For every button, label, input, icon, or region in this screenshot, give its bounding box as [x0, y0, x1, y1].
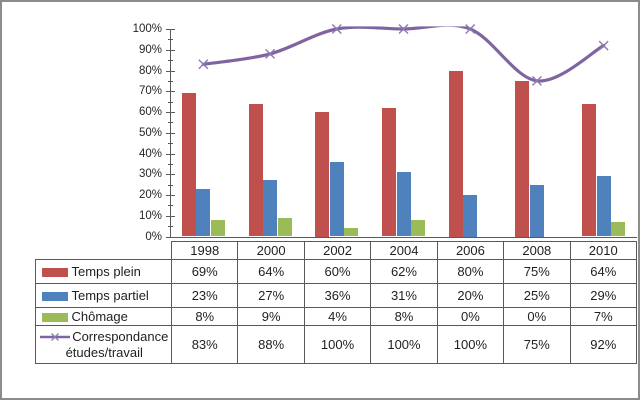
bar-temps-partiel-2006 — [463, 195, 478, 237]
bar-temps-plein-2006 — [448, 70, 463, 237]
legend-swatch — [41, 291, 68, 301]
value-cell: 100% — [303, 325, 372, 364]
value-cell: 69% — [170, 259, 239, 284]
bar-temps-partiel-1998 — [196, 188, 211, 237]
series-label-cell: Correspondance études/travail — [34, 325, 172, 364]
value-cell: 92% — [569, 325, 638, 364]
value-cell: 23% — [170, 283, 239, 308]
bar-ch-mage-2010 — [611, 221, 626, 237]
value-cell: 100% — [436, 325, 505, 364]
year-header-2010: 2010 — [569, 241, 638, 260]
bar-temps-partiel-2008 — [529, 184, 544, 237]
series-name: Correspondance études/travail — [65, 328, 169, 360]
bar-temps-plein-2000 — [248, 103, 263, 237]
value-cell: 20% — [436, 283, 505, 308]
bar-ch-mage-2002 — [344, 228, 359, 237]
year-header-2006: 2006 — [436, 241, 505, 260]
value-cell: 80% — [436, 259, 505, 284]
table-corner-blank — [35, 242, 172, 260]
bar-temps-partiel-2004 — [396, 172, 411, 237]
value-cell: 75% — [503, 325, 571, 364]
value-cell: 31% — [370, 283, 438, 308]
y-tick-label: 40% — [138, 147, 162, 160]
value-cell: 27% — [237, 283, 305, 308]
y-tick-label: 70% — [138, 85, 162, 98]
bar-temps-plein-2008 — [515, 80, 530, 237]
series-name: Temps plein — [71, 263, 141, 279]
bar-temps-plein-2002 — [315, 112, 330, 237]
table-row: Correspondance études/travail 83% 88% 100% 1… — [34, 325, 638, 364]
value-cell: 0% — [436, 307, 505, 326]
value-cell: 100% — [370, 325, 438, 364]
plot-area — [170, 24, 637, 237]
bar-ch-mage-2004 — [411, 219, 426, 237]
table-row: Temps plein 69% 64% 60% 62% 80% 75% 64% — [34, 259, 638, 284]
year-header-2004: 2004 — [370, 241, 438, 260]
x-axis-line — [170, 236, 637, 238]
y-axis-line — [170, 29, 171, 238]
year-header-2000: 2000 — [237, 241, 305, 260]
value-cell: 62% — [370, 259, 438, 284]
value-cell: 9% — [237, 307, 305, 326]
value-cell: 64% — [237, 259, 305, 284]
line-markers-x — [198, 24, 609, 86]
legend-line-key — [40, 332, 71, 341]
y-tick-label: 10% — [138, 209, 162, 222]
bar-series-group — [170, 29, 637, 237]
y-tick-label: 0% — [145, 230, 162, 243]
bar-temps-plein-2004 — [381, 107, 396, 237]
value-cell: 7% — [569, 307, 638, 326]
value-cell: 75% — [503, 259, 571, 284]
year-header-2002: 2002 — [303, 241, 372, 260]
year-header-2008: 2008 — [503, 241, 571, 260]
value-cell: 0% — [503, 307, 571, 326]
y-tick-label: 60% — [138, 106, 162, 118]
series-name: Chômage — [71, 308, 128, 324]
series-label-cell: Temps plein — [34, 259, 172, 284]
value-cell: 83% — [170, 325, 239, 364]
y-tick-label: 100% — [132, 23, 162, 35]
value-cell: 8% — [370, 307, 438, 326]
bar-temps-partiel-2002 — [329, 161, 344, 237]
y-tick-label: 80% — [138, 64, 162, 77]
y-tick-label: 30% — [138, 168, 162, 181]
legend-swatch — [41, 312, 68, 322]
bar-temps-plein-1998 — [181, 93, 196, 237]
series-label-cell: Temps partiel — [34, 283, 172, 308]
bar-ch-mage-2000 — [277, 217, 292, 237]
value-cell: 29% — [569, 283, 638, 308]
line-path-correspondance — [201, 26, 606, 83]
table-row: Temps partiel 23% 27% 36% 31% 20% 25% 29% — [34, 283, 638, 308]
line-series — [198, 24, 609, 86]
y-tick-label: 50% — [138, 126, 162, 139]
series-name: Temps partiel — [71, 287, 149, 303]
table-header-row: 1998 2000 2002 2004 2006 2008 2010 — [35, 241, 638, 260]
value-cell: 36% — [303, 283, 372, 308]
value-cell: 60% — [303, 259, 372, 284]
year-header-1998: 1998 — [170, 241, 239, 260]
series-label-cell: Chômage — [34, 307, 172, 326]
y-tick-label: 90% — [138, 43, 162, 56]
table-row: Chômage 8% 9% 4% 8% 0% 0% 7% — [34, 307, 638, 326]
y-tick-label: 20% — [138, 189, 162, 201]
value-cell: 88% — [237, 325, 305, 364]
legend-swatch — [41, 267, 68, 277]
bar-ch-mage-1998 — [211, 219, 225, 237]
bar-temps-partiel-2010 — [596, 176, 611, 237]
bar-temps-plein-2010 — [582, 103, 597, 237]
value-cell: 25% — [503, 283, 571, 308]
value-cell: 4% — [303, 307, 372, 326]
chart-data-table: 1998 2000 2002 2004 2006 2008 2010 Temps plein 6… — [34, 241, 638, 364]
bar-temps-partiel-2000 — [263, 180, 278, 237]
value-cell: 8% — [170, 307, 239, 326]
value-cell: 64% — [569, 259, 638, 284]
